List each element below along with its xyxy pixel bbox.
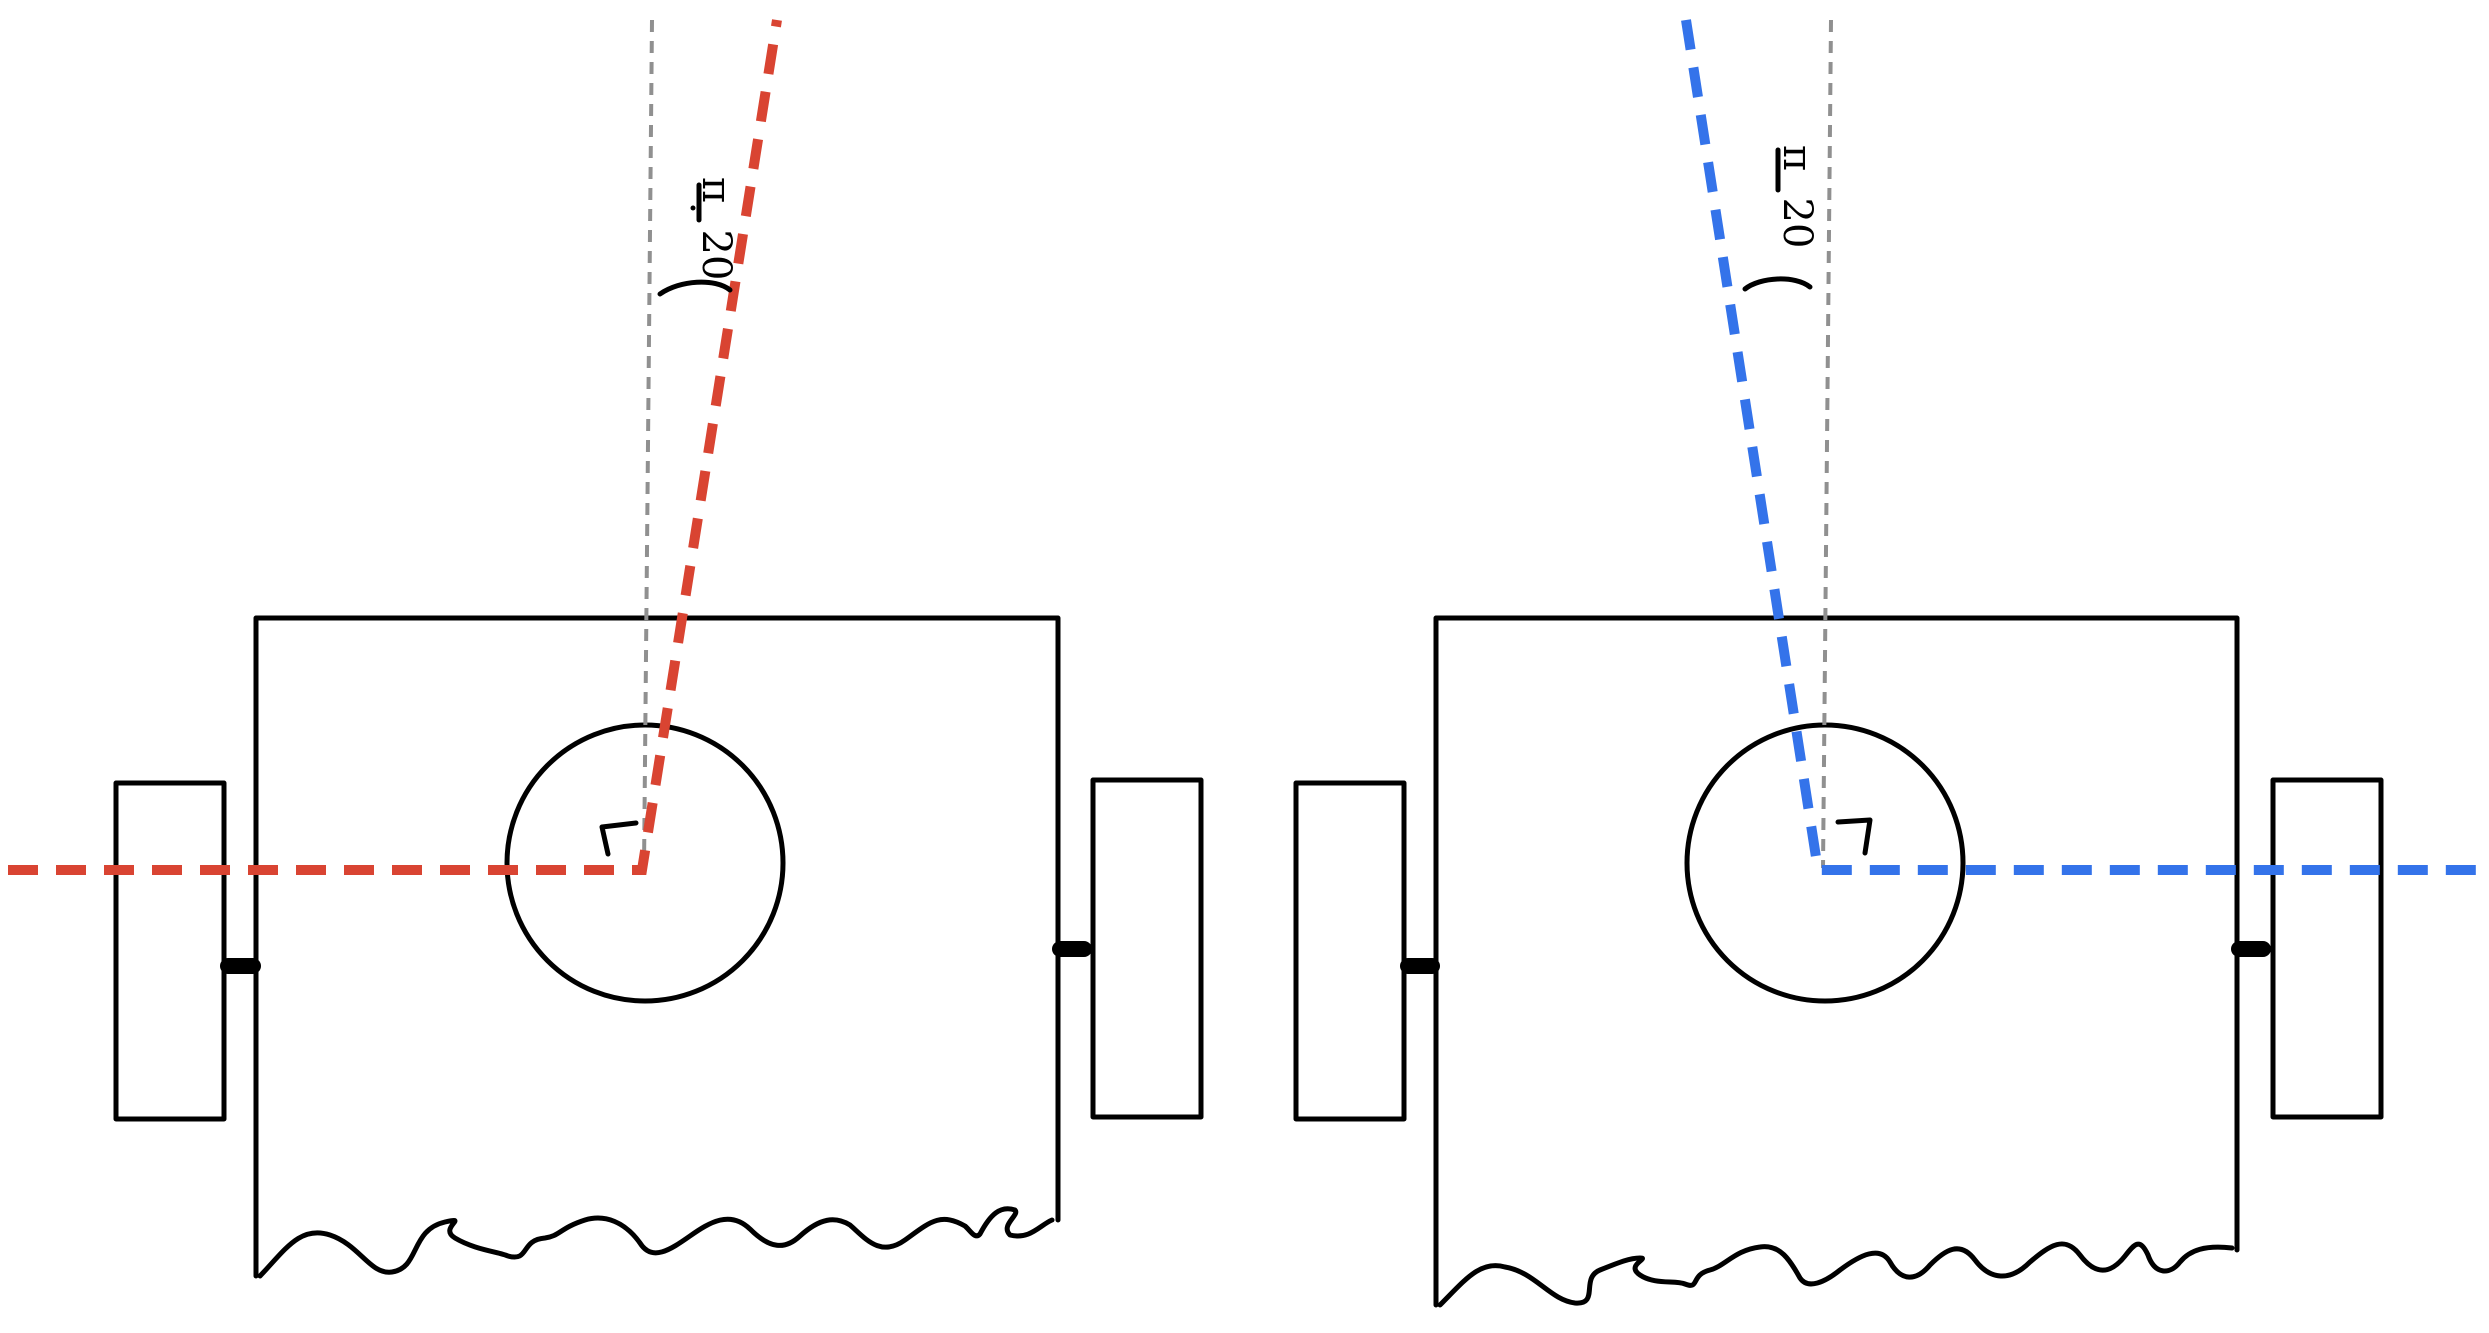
left-robot: π 20 bbox=[8, 19, 1204, 1279]
left-robot-torn-edge bbox=[257, 1206, 1055, 1279]
right-robot-sensor-circle bbox=[1684, 722, 1966, 1004]
right-robot-torn-edge bbox=[1437, 1241, 2235, 1308]
right-vertical-reference-line bbox=[1821, 19, 1833, 869]
right-robot: π 20 bbox=[1293, 19, 2485, 1308]
right-right-angle-marker bbox=[1835, 817, 1873, 856]
left-angle-arc bbox=[657, 279, 733, 297]
right-robot-left-wheel bbox=[1293, 780, 1407, 1122]
left-robot-sensor-circle bbox=[504, 722, 786, 1004]
right-robot-right-wheel bbox=[2270, 777, 2384, 1120]
right-angle-arc bbox=[1742, 276, 1813, 292]
left-robot-right-wheel bbox=[1090, 777, 1204, 1120]
right-angle-denominator: 20 bbox=[1774, 198, 1820, 249]
left-robot-left-wheel bbox=[113, 780, 227, 1122]
left-heading-ray bbox=[8, 19, 782, 875]
left-robot-body bbox=[253, 615, 1061, 1279]
right-angle-numerator: π bbox=[1774, 145, 1820, 171]
right-angle-label: π 20 bbox=[1774, 145, 1820, 249]
right-robot-body bbox=[1433, 615, 2240, 1308]
left-angle-denominator: 20 bbox=[693, 230, 739, 281]
right-heading-ray bbox=[1681, 19, 2485, 875]
left-vertical-reference-line bbox=[642, 19, 654, 869]
left-right-angle-marker bbox=[599, 820, 639, 857]
